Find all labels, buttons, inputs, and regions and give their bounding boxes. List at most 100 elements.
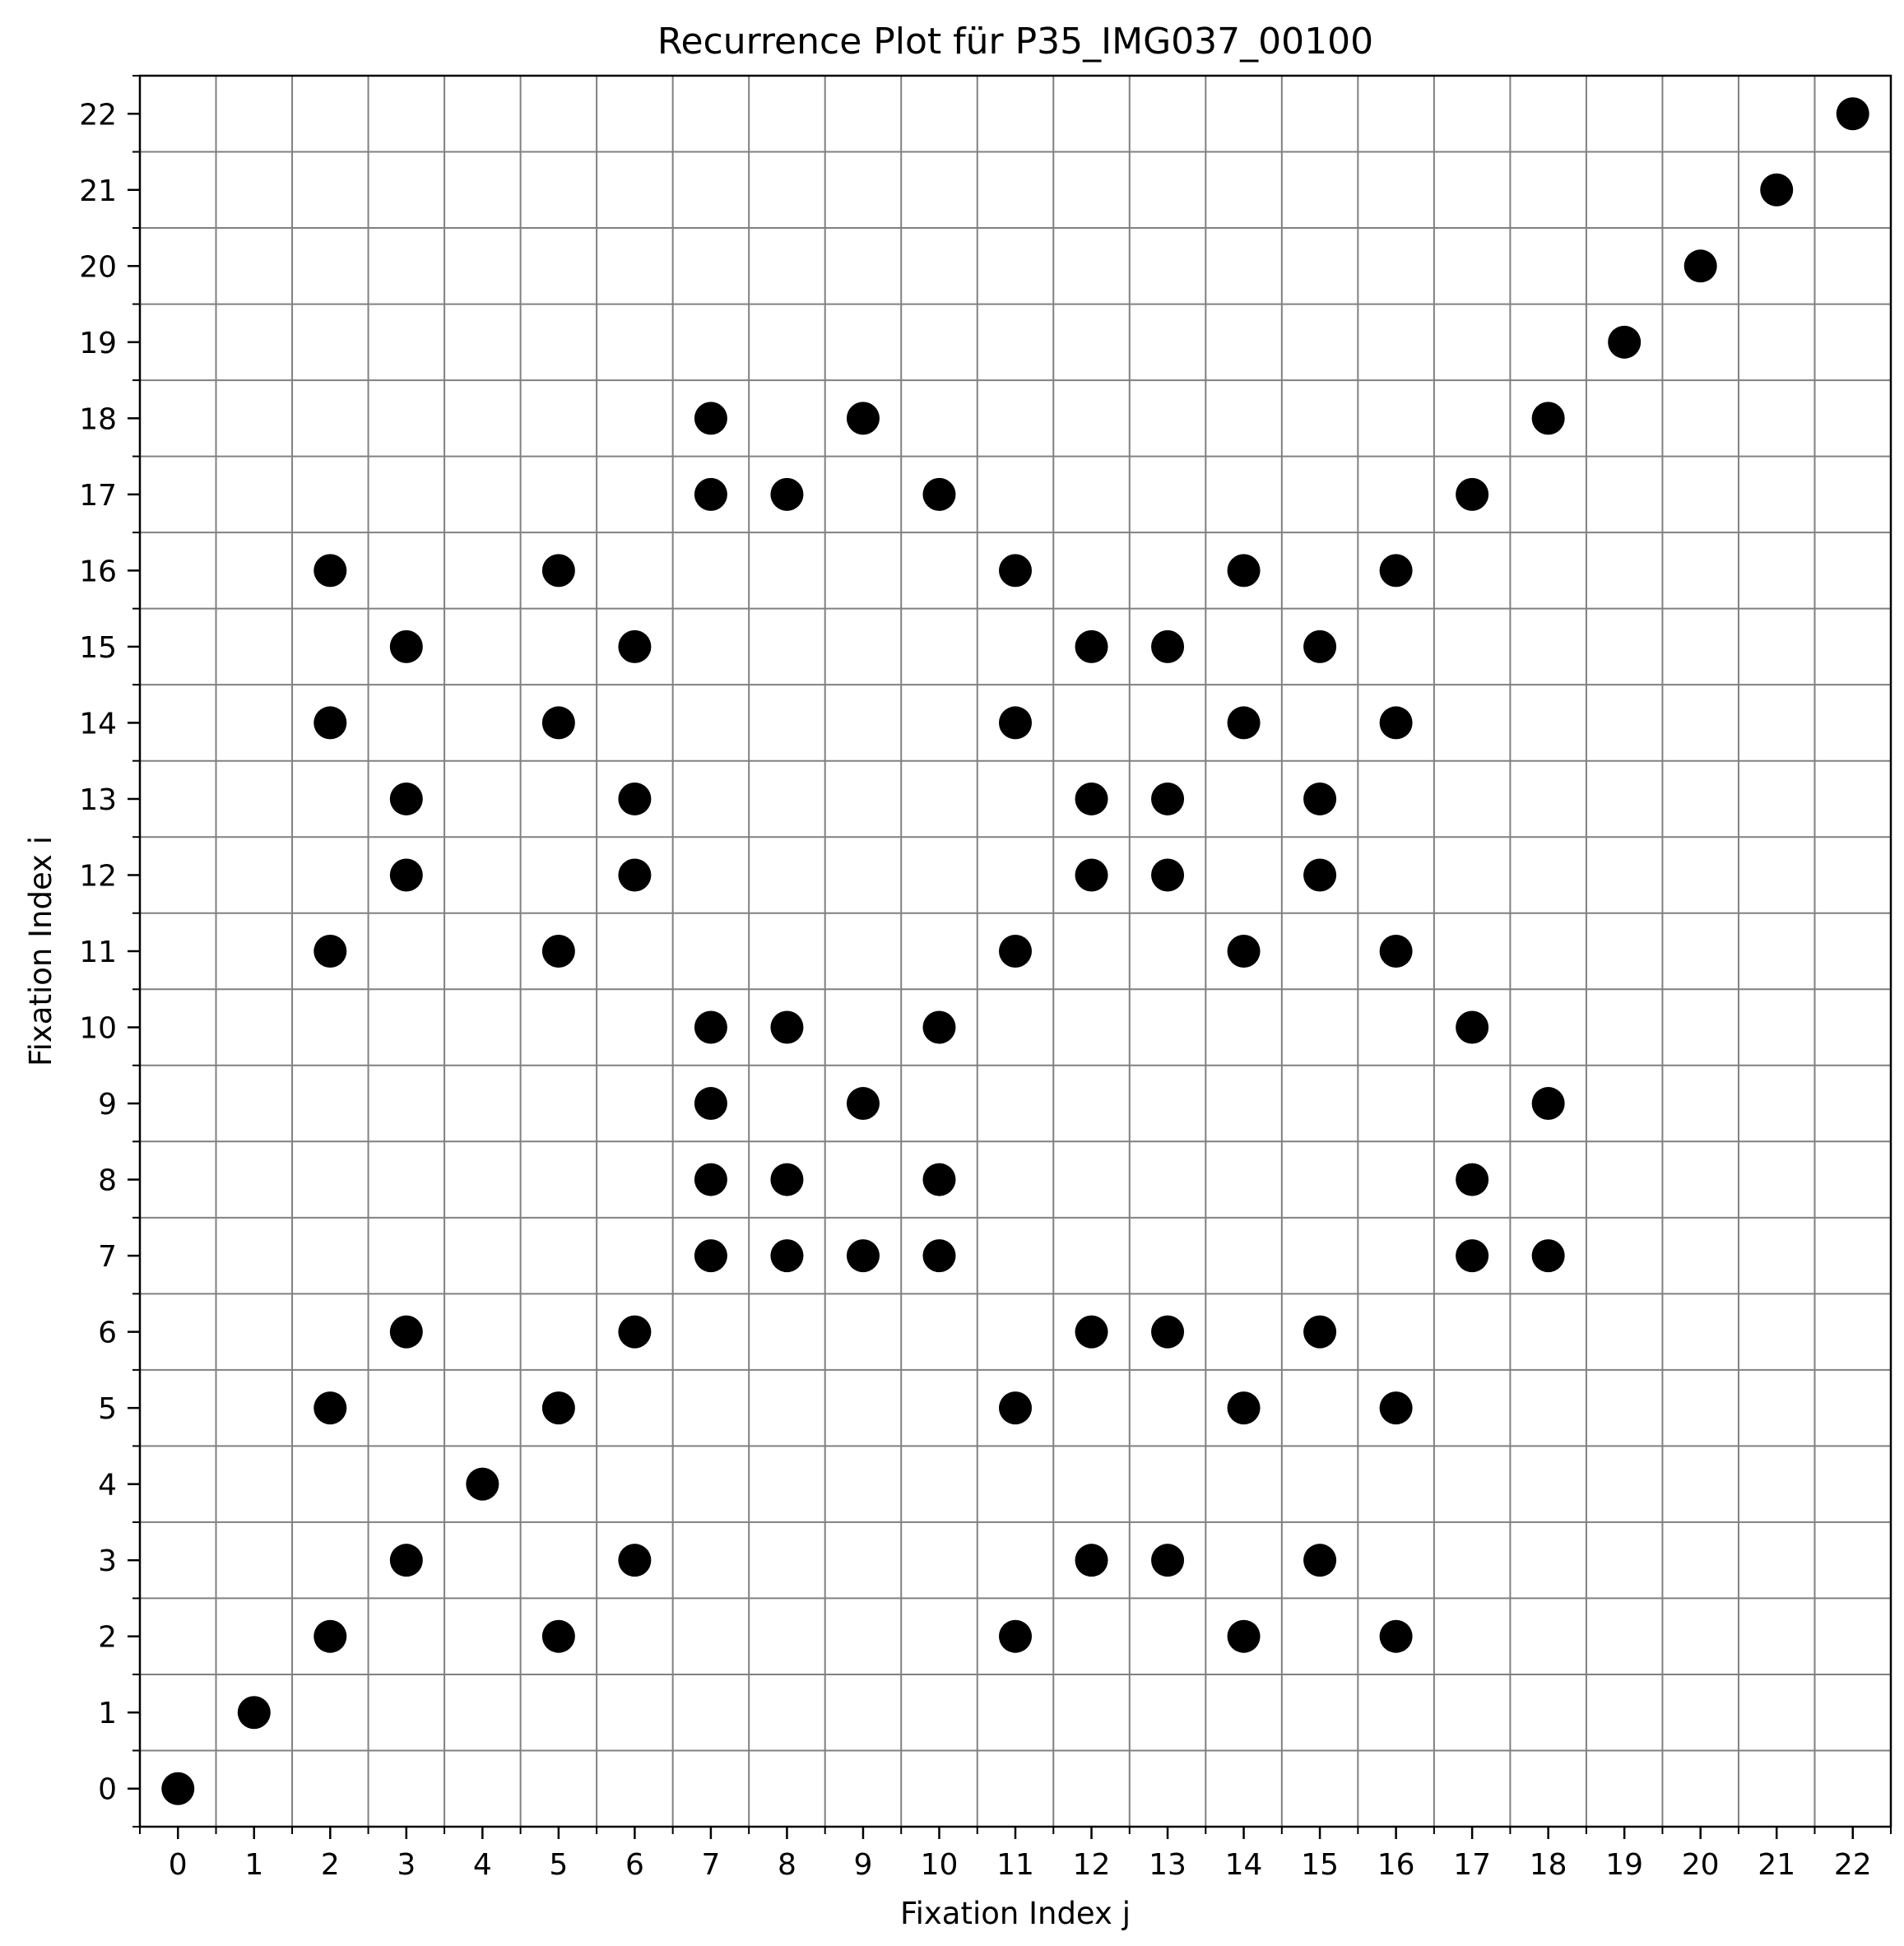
y-tick-label: 22 bbox=[79, 98, 117, 132]
data-point bbox=[1303, 858, 1337, 892]
data-point bbox=[313, 1619, 347, 1653]
data-point bbox=[1456, 477, 1489, 511]
data-point bbox=[313, 706, 347, 740]
data-point bbox=[846, 402, 880, 435]
data-point bbox=[846, 1239, 880, 1273]
data-point bbox=[922, 477, 956, 511]
y-tick-label: 14 bbox=[79, 707, 117, 741]
x-tick-label: 4 bbox=[473, 1848, 492, 1882]
data-point bbox=[541, 1391, 575, 1425]
data-point bbox=[618, 858, 652, 892]
x-tick-label: 1 bbox=[244, 1848, 263, 1882]
x-tick-label: 21 bbox=[1758, 1848, 1795, 1882]
data-point bbox=[1379, 1391, 1413, 1425]
data-point bbox=[313, 1391, 347, 1425]
data-point bbox=[770, 1163, 804, 1196]
y-tick-label: 19 bbox=[79, 327, 117, 360]
data-point bbox=[389, 858, 423, 892]
x-tick-label: 8 bbox=[778, 1848, 796, 1882]
data-point bbox=[1303, 782, 1337, 815]
data-point bbox=[1151, 1544, 1185, 1577]
x-tick-label: 13 bbox=[1149, 1848, 1187, 1882]
data-point bbox=[541, 554, 575, 588]
data-point bbox=[770, 1239, 804, 1273]
data-point bbox=[237, 1696, 271, 1730]
data-point bbox=[999, 935, 1032, 968]
data-point bbox=[313, 935, 347, 968]
data-point bbox=[1075, 782, 1108, 815]
x-tick-label: 9 bbox=[854, 1848, 873, 1882]
data-point bbox=[1531, 402, 1565, 435]
data-point bbox=[389, 782, 423, 815]
data-point bbox=[1531, 1239, 1565, 1273]
y-tick-label: 15 bbox=[79, 631, 117, 665]
data-point bbox=[999, 706, 1032, 740]
data-point bbox=[389, 629, 423, 663]
data-point bbox=[999, 1619, 1032, 1653]
data-point bbox=[541, 706, 575, 740]
x-tick-label: 19 bbox=[1605, 1848, 1643, 1882]
data-point bbox=[1151, 858, 1185, 892]
x-tick-label: 16 bbox=[1377, 1848, 1415, 1882]
x-axis-label: Fixation Index j bbox=[900, 1896, 1131, 1931]
x-tick-label: 20 bbox=[1682, 1848, 1720, 1882]
y-tick-label: 8 bbox=[98, 1164, 117, 1198]
data-point bbox=[694, 477, 727, 511]
y-tick-label: 5 bbox=[98, 1392, 117, 1426]
x-tick-label: 5 bbox=[549, 1848, 568, 1882]
data-point bbox=[770, 477, 804, 511]
data-point bbox=[541, 935, 575, 968]
data-point bbox=[618, 1315, 652, 1349]
data-point bbox=[694, 1163, 727, 1196]
data-point bbox=[1227, 935, 1261, 968]
x-tick-label: 12 bbox=[1073, 1848, 1111, 1882]
data-point bbox=[1075, 629, 1108, 663]
data-point bbox=[1227, 706, 1261, 740]
data-point bbox=[1075, 1544, 1108, 1577]
data-point bbox=[1456, 1010, 1489, 1044]
y-axis-label: Fixation Index i bbox=[23, 836, 58, 1066]
data-point bbox=[694, 1010, 727, 1044]
data-point bbox=[1531, 1087, 1565, 1121]
data-point bbox=[541, 1619, 575, 1653]
y-tick-label: 3 bbox=[98, 1544, 117, 1578]
y-tick-label: 9 bbox=[98, 1088, 117, 1122]
data-point bbox=[1379, 706, 1413, 740]
x-tick-labels: 0 1 2 3 4 5 6 7 8 9 10 11 12 13 14 15 16 17 18 19 20 21 22 bbox=[169, 1848, 1872, 1882]
data-point bbox=[922, 1010, 956, 1044]
data-point bbox=[1456, 1163, 1489, 1196]
y-tick-label: 17 bbox=[79, 479, 117, 513]
data-point bbox=[1075, 858, 1108, 892]
data-point bbox=[1151, 629, 1185, 663]
x-tick-label: 10 bbox=[921, 1848, 959, 1882]
x-tick-label: 17 bbox=[1453, 1848, 1491, 1882]
y-tick-label: 16 bbox=[79, 555, 117, 588]
data-point bbox=[1608, 325, 1642, 359]
x-tick-label: 3 bbox=[397, 1848, 416, 1882]
y-tick-label: 10 bbox=[79, 1012, 117, 1046]
data-point bbox=[161, 1772, 195, 1805]
data-point bbox=[846, 1087, 880, 1121]
data-point bbox=[1683, 249, 1717, 283]
x-tick-label: 15 bbox=[1301, 1848, 1339, 1882]
data-point bbox=[389, 1315, 423, 1349]
y-tick-label: 21 bbox=[79, 174, 117, 208]
data-point bbox=[1836, 97, 1869, 131]
y-tick-label: 18 bbox=[79, 402, 117, 436]
x-tick-label: 6 bbox=[625, 1848, 644, 1882]
data-point bbox=[1151, 782, 1185, 815]
y-tick-label: 2 bbox=[98, 1621, 117, 1655]
data-point bbox=[999, 1391, 1032, 1425]
data-point bbox=[694, 1087, 727, 1121]
x-tick-label: 2 bbox=[321, 1848, 340, 1882]
data-point bbox=[1379, 554, 1413, 588]
data-point bbox=[313, 554, 347, 588]
data-point bbox=[999, 554, 1032, 588]
data-point bbox=[1151, 1315, 1185, 1349]
x-tick-label: 14 bbox=[1225, 1848, 1263, 1882]
data-point bbox=[694, 1239, 727, 1273]
y-tick-label: 20 bbox=[79, 250, 117, 284]
